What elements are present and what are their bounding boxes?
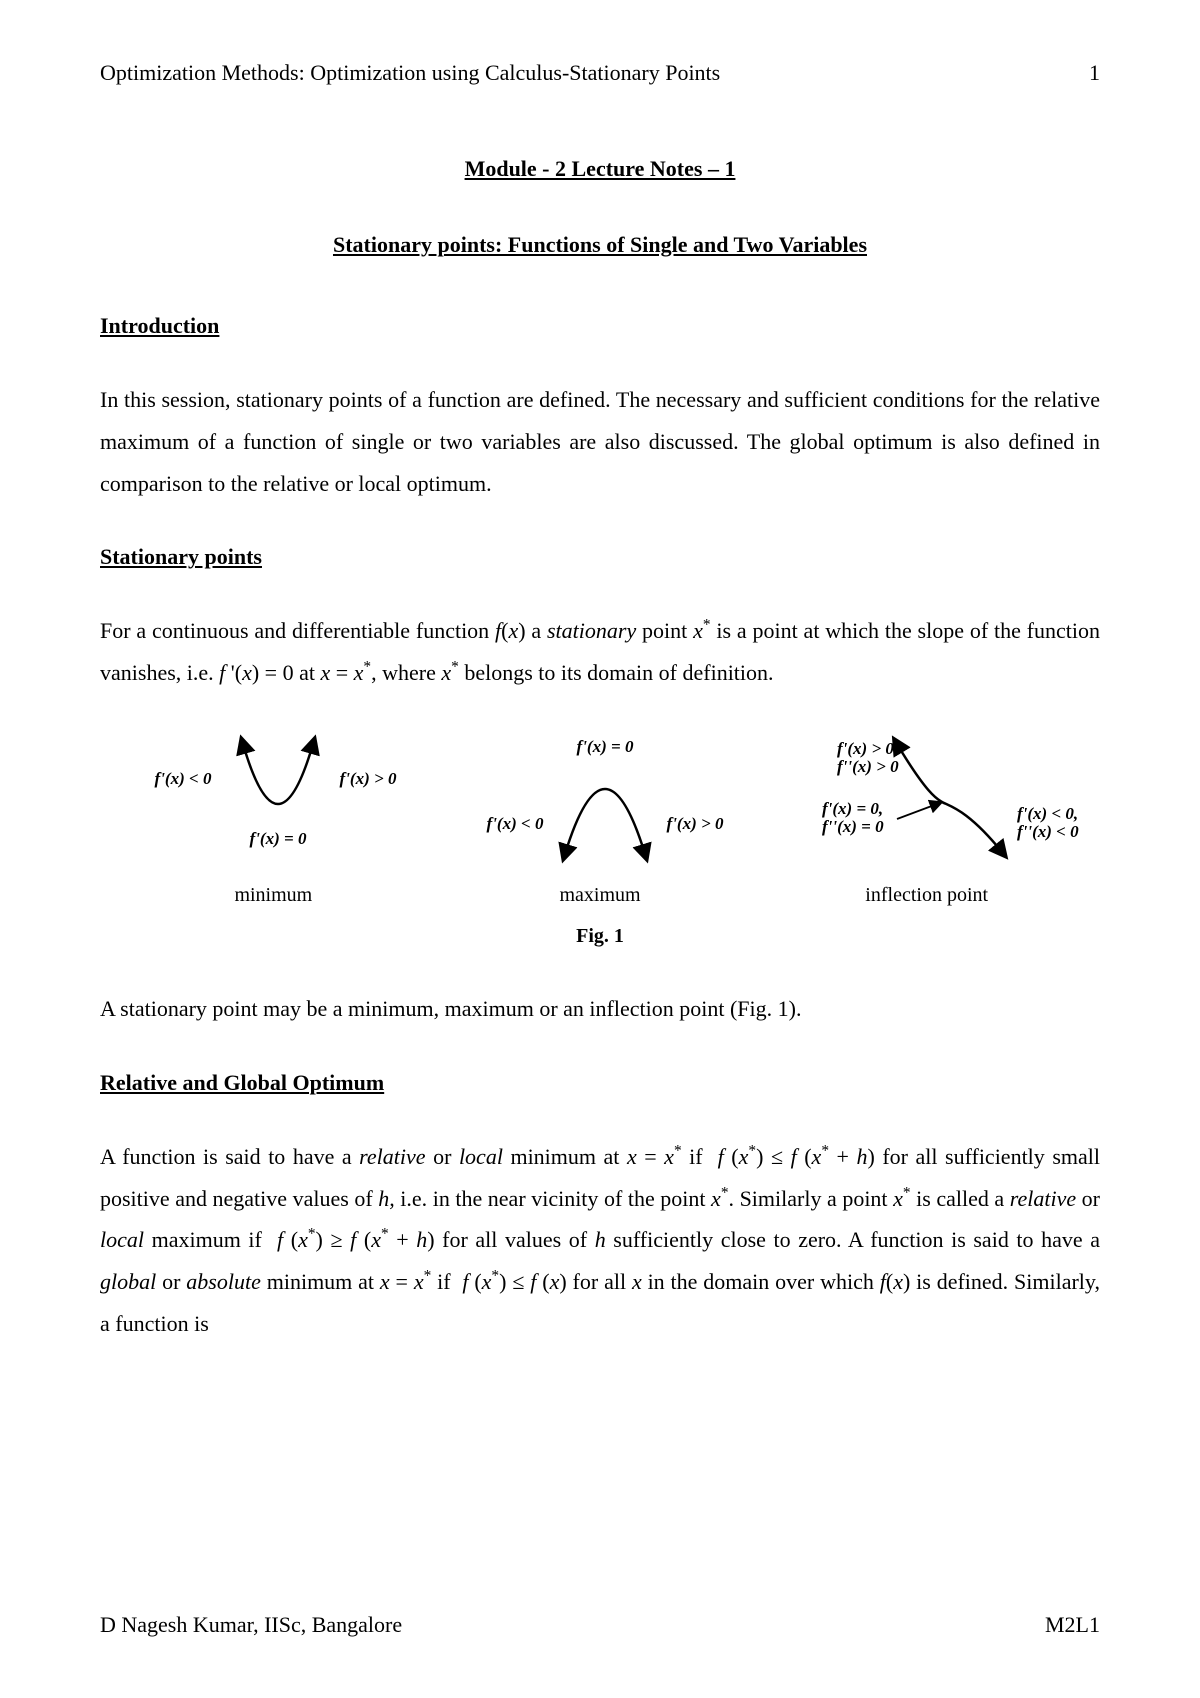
figure-label-minimum: minimum <box>110 884 437 907</box>
page-footer: D Nagesh Kumar, IISc, Bangalore M2L1 <box>100 1612 1100 1638</box>
svg-text:f'(x) > 0: f'(x) > 0 <box>340 769 397 788</box>
svg-text:f''(x) > 0: f''(x) > 0 <box>837 757 899 776</box>
inflection-curve-icon: f'(x) > 0, f''(x) > 0 f'(x) = 0, f''(x) … <box>767 734 1087 874</box>
section-heading-relative-global: Relative and Global Optimum <box>100 1070 1100 1096</box>
svg-text:f'(x) > 0,: f'(x) > 0, <box>837 739 898 758</box>
svg-text:f'(x) < 0: f'(x) < 0 <box>487 814 544 833</box>
post-figure-paragraph: A stationary point may be a minimum, max… <box>100 988 1100 1030</box>
figure-label-maximum: maximum <box>437 884 764 907</box>
svg-text:f'(x) < 0: f'(x) < 0 <box>155 769 212 788</box>
relative-global-paragraph: A function is said to have a relative or… <box>100 1136 1100 1345</box>
figure-label-inflection: inflection point <box>763 884 1090 907</box>
page-header: Optimization Methods: Optimization using… <box>100 60 1100 86</box>
svg-text:f'(x) = 0: f'(x) = 0 <box>250 829 307 848</box>
figure-panel-inflection: f'(x) > 0, f''(x) > 0 f'(x) = 0, f''(x) … <box>763 734 1090 874</box>
svg-text:f''(x) < 0: f''(x) < 0 <box>1017 822 1079 841</box>
footer-author: D Nagesh Kumar, IISc, Bangalore <box>100 1612 402 1638</box>
figure-panel-minimum: f'(x) < 0 f'(x) > 0 f'(x) = 0 <box>110 734 437 874</box>
footer-code: M2L1 <box>1045 1612 1100 1638</box>
figure-caption: Fig. 1 <box>100 925 1100 948</box>
figure-labels-row: minimum maximum inflection point <box>100 884 1100 907</box>
svg-text:f'(x) > 0: f'(x) > 0 <box>667 814 724 833</box>
maximum-curve-icon: f'(x) = 0 f'(x) < 0 f'(x) > 0 <box>460 734 740 874</box>
svg-text:f'(x) < 0,: f'(x) < 0, <box>1017 804 1078 823</box>
document-page: Optimization Methods: Optimization using… <box>0 0 1200 1698</box>
document-subtitle: Stationary points: Functions of Single a… <box>100 232 1100 258</box>
figure-1: f'(x) < 0 f'(x) > 0 f'(x) = 0 f'(x) = 0 … <box>100 734 1100 874</box>
header-title: Optimization Methods: Optimization using… <box>100 60 720 86</box>
minimum-curve-icon: f'(x) < 0 f'(x) > 0 f'(x) = 0 <box>133 734 413 874</box>
svg-text:f'(x) = 0: f'(x) = 0 <box>577 737 634 756</box>
stationary-points-paragraph: For a continuous and differentiable func… <box>100 610 1100 694</box>
module-title: Module - 2 Lecture Notes – 1 <box>100 156 1100 182</box>
svg-text:f'(x) = 0,: f'(x) = 0, <box>822 799 883 818</box>
svg-text:f''(x) = 0: f''(x) = 0 <box>822 817 884 836</box>
page-number: 1 <box>1089 60 1100 86</box>
figure-panel-maximum: f'(x) = 0 f'(x) < 0 f'(x) > 0 <box>437 734 764 874</box>
intro-paragraph: In this session, stationary points of a … <box>100 379 1100 504</box>
section-heading-introduction: Introduction <box>100 313 1100 339</box>
section-heading-stationary-points: Stationary points <box>100 544 1100 570</box>
